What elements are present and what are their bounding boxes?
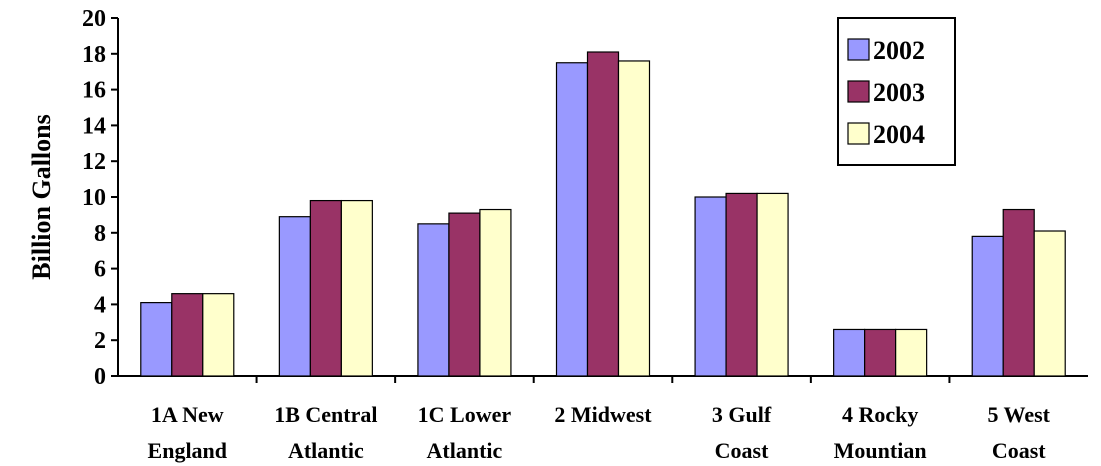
category-label: 1B Central bbox=[274, 402, 377, 427]
category-label: 2 Midwest bbox=[554, 402, 652, 427]
bar-2002 bbox=[694, 196, 727, 377]
bar-2003 bbox=[309, 199, 342, 377]
legend-label-2004: 2004 bbox=[873, 120, 925, 149]
y-tick-label: 6 bbox=[94, 257, 106, 283]
legend-swatch-2003 bbox=[847, 80, 870, 103]
bar-2004 bbox=[479, 208, 512, 377]
bar-2003 bbox=[1002, 208, 1035, 377]
y-tick-label: 18 bbox=[82, 42, 106, 68]
bar-2002 bbox=[833, 328, 866, 377]
bar-2004 bbox=[340, 199, 373, 377]
bar-2003 bbox=[586, 51, 620, 377]
legend-swatch-2002 bbox=[847, 38, 870, 61]
category-label: Atlantic bbox=[427, 438, 503, 463]
category-label: 4 Rocky bbox=[842, 402, 918, 427]
category-label: Atlantic bbox=[288, 438, 364, 463]
category-label: 1A New bbox=[151, 402, 224, 427]
bar-2004 bbox=[895, 328, 928, 377]
category-label: 3 Gulf bbox=[712, 402, 772, 427]
y-tick-labels: 0 2 4 6 8 10 12 14 16 18 20 bbox=[82, 6, 106, 390]
bar-2003 bbox=[864, 328, 897, 377]
category-label: 1C Lower bbox=[418, 402, 512, 427]
bar-2003 bbox=[448, 212, 481, 377]
category-label: Coast bbox=[992, 438, 1046, 463]
category-label: England bbox=[148, 438, 228, 463]
category-label: 5 West bbox=[987, 402, 1050, 427]
bar-2004 bbox=[1033, 230, 1066, 377]
bar-2002 bbox=[417, 223, 450, 377]
bar-2002 bbox=[140, 302, 173, 377]
y-axis-label: Billion Gallons bbox=[27, 114, 56, 279]
bar-2003 bbox=[725, 192, 758, 377]
y-tick-label: 10 bbox=[82, 185, 106, 211]
y-tick-label: 16 bbox=[82, 78, 106, 104]
category-label: Coast bbox=[715, 438, 769, 463]
bar-2003 bbox=[171, 293, 204, 377]
y-tick-label: 20 bbox=[82, 6, 106, 32]
bar-2004 bbox=[617, 60, 651, 377]
bar-2002 bbox=[555, 62, 589, 377]
y-tick-label: 14 bbox=[82, 113, 106, 139]
category-labels: 1A New England 1B Central Atlantic 1C Lower A… bbox=[148, 402, 1051, 463]
bars bbox=[140, 51, 1066, 377]
bar-2002 bbox=[971, 235, 1004, 377]
bar-2004 bbox=[756, 192, 789, 377]
bar-2002 bbox=[278, 216, 311, 377]
y-tick-label: 0 bbox=[94, 364, 106, 390]
y-tick-label: 4 bbox=[94, 292, 106, 318]
y-tick-label: 12 bbox=[82, 149, 106, 175]
legend-label-2003: 2003 bbox=[873, 78, 925, 107]
y-tick-label: 8 bbox=[94, 221, 106, 247]
y-tick-label: 2 bbox=[94, 328, 106, 354]
bar-2004 bbox=[202, 293, 235, 377]
category-label: Mountian bbox=[834, 438, 927, 463]
legend: 2002 2003 2004 bbox=[837, 17, 956, 166]
legend-swatch-2004 bbox=[847, 122, 870, 145]
legend-label-2002: 2002 bbox=[873, 36, 925, 65]
